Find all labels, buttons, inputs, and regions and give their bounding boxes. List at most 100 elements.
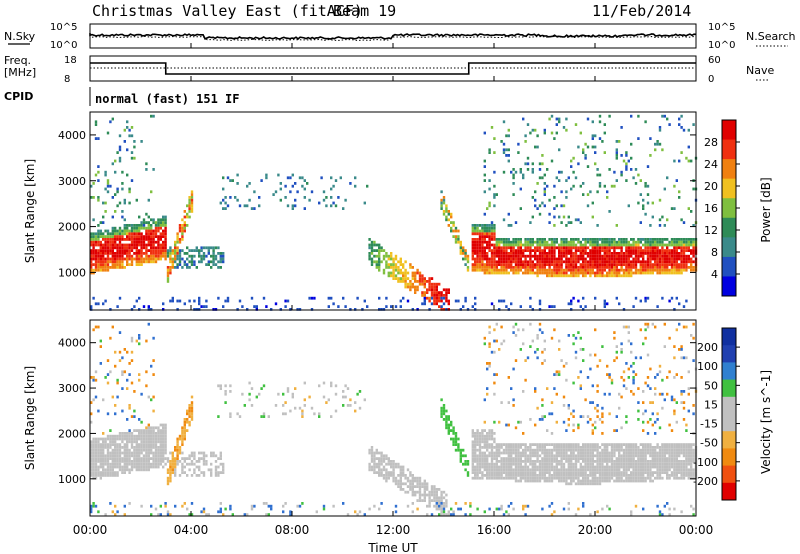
power-cell: [392, 268, 395, 272]
velocity-cell: [152, 443, 155, 446]
velocity-cell: [610, 474, 614, 477]
velocity-cell: [97, 448, 100, 452]
power-cell: [603, 257, 606, 261]
velocity-cell: [529, 418, 532, 421]
power-cell: [565, 266, 568, 269]
velocity-cell: [171, 457, 174, 460]
velocity-cell: [207, 468, 210, 472]
power-cell: [687, 145, 690, 149]
power-cell: [135, 257, 138, 261]
power-cell: [627, 274, 630, 278]
power-cell: [603, 131, 606, 135]
velocity-cell: [217, 471, 220, 474]
power-cell: [186, 252, 189, 255]
power-cell: [157, 218, 160, 222]
power-cell: [522, 252, 525, 255]
power-cell: [130, 238, 134, 241]
power-cell: [493, 224, 496, 227]
power-cell: [488, 257, 491, 261]
power-cell: [159, 221, 162, 224]
power-cell: [428, 285, 431, 289]
power-cell: [130, 308, 134, 311]
velocity-cell: [598, 465, 602, 469]
power-cell: [524, 246, 527, 250]
velocity-cell: [128, 502, 131, 505]
power-cell: [118, 249, 122, 252]
colorbar-tick-label: 20: [704, 180, 718, 193]
power-cell: [589, 243, 592, 247]
velocity-cell: [577, 468, 580, 472]
power-cell: [390, 274, 393, 278]
velocity-cell: [627, 331, 630, 334]
power-cell: [553, 260, 556, 264]
velocity-cell: [582, 465, 585, 469]
power-cell: [584, 243, 587, 247]
velocity-cell: [553, 510, 556, 514]
velocity-cell: [190, 462, 194, 466]
power-cell: [483, 232, 486, 236]
power-cell: [462, 305, 465, 308]
power-cell: [378, 254, 381, 258]
power-cell: [680, 266, 683, 269]
velocity-cell: [373, 460, 376, 463]
power-cell: [613, 243, 616, 247]
power-cell: [102, 243, 105, 247]
velocity-cell: [610, 454, 614, 458]
power-cell: [596, 246, 599, 250]
velocity-cell: [546, 443, 549, 446]
power-cell: [181, 224, 184, 227]
velocity-cell: [421, 482, 424, 486]
velocity-cell: [558, 474, 561, 477]
power-cell: [90, 184, 93, 188]
velocity-cell: [142, 465, 146, 469]
power-cell: [97, 268, 100, 272]
power-cell: [142, 224, 146, 227]
velocity-cell: [478, 437, 482, 441]
velocity-cell: [150, 465, 153, 469]
velocity-cell: [133, 460, 136, 463]
power-cell: [166, 274, 170, 278]
velocity-cell: [603, 476, 606, 480]
power-cell: [193, 260, 196, 264]
velocity-cell: [500, 474, 503, 477]
power-cell: [666, 117, 669, 121]
velocity-cell: [123, 432, 126, 435]
power-cell: [176, 232, 179, 236]
power-cell: [603, 238, 606, 241]
velocity-cell: [390, 465, 393, 469]
power-cell: [620, 263, 623, 266]
power-cell: [138, 232, 141, 236]
velocity-cell: [438, 513, 441, 516]
velocity-cell: [553, 465, 556, 469]
power-cell: [682, 246, 686, 250]
power-cell: [138, 249, 141, 252]
power-cell: [666, 271, 669, 275]
power-cell: [644, 263, 647, 266]
velocity-cell: [334, 392, 338, 396]
velocity-cell: [608, 412, 611, 416]
power-cell: [546, 240, 549, 244]
velocity-cell: [181, 432, 184, 435]
velocity-cell: [99, 446, 102, 449]
velocity-cell: [445, 423, 448, 427]
power-cell: [212, 257, 215, 261]
velocity-cell: [106, 471, 110, 474]
velocity-cell: [142, 429, 146, 432]
velocity-cell: [526, 460, 530, 463]
velocity-cell: [214, 468, 218, 472]
velocity-cell: [574, 468, 578, 472]
power-cell: [121, 243, 124, 247]
power-cell: [445, 215, 448, 219]
power-cell: [514, 268, 518, 272]
power-cell: [176, 238, 179, 241]
power-cell: [615, 148, 618, 152]
power-cell: [613, 252, 616, 255]
power-cell: [104, 229, 107, 233]
power-cell: [538, 204, 542, 208]
velocity-cell: [330, 384, 333, 388]
power-cell: [524, 266, 527, 269]
velocity-cell: [445, 415, 448, 418]
power-cell: [162, 218, 165, 222]
power-cell: [543, 173, 546, 177]
velocity-cell: [577, 474, 580, 477]
